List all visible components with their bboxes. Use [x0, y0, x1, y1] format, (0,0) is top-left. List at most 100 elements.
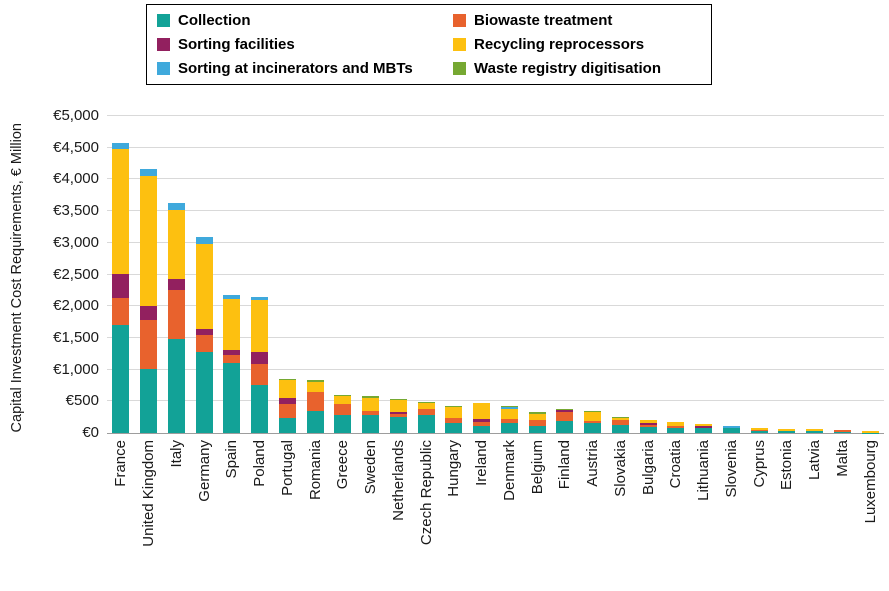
x-label-slot: Luxembourg [856, 440, 884, 588]
bar-segment [389, 412, 407, 415]
bar-malta [833, 430, 851, 433]
bar-segment [667, 427, 685, 433]
legend-swatch-icon [453, 62, 466, 75]
y-tick-label: €1,500 [53, 328, 99, 346]
bar-segment [611, 420, 629, 426]
bar-segment [389, 417, 407, 433]
bar-slot [662, 116, 690, 433]
bar-slot [190, 116, 218, 433]
bar-segment [167, 210, 185, 280]
bar-segment [584, 411, 602, 421]
bar-slot [690, 116, 718, 433]
y-tick-label: €5,000 [53, 107, 99, 124]
x-axis-label: Malta [833, 440, 851, 477]
bar-lithuania [695, 423, 713, 433]
bar-segment [611, 417, 629, 419]
bar-segment [334, 394, 352, 397]
bar-segment [334, 404, 352, 415]
bar-segment [556, 408, 574, 411]
bar-segment [362, 411, 380, 416]
bar-segment [417, 409, 435, 415]
y-tick-label: €1,000 [53, 360, 99, 378]
bar-segment [528, 426, 546, 433]
x-axis-label: Slovakia [611, 440, 629, 497]
bar-segment [195, 335, 213, 352]
bar-segment [639, 423, 657, 426]
x-axis-label: Cyprus [750, 440, 768, 488]
legend-item: Sorting at incinerators and MBTs [157, 60, 453, 77]
x-label-slot: Czech Republic [412, 440, 440, 588]
gridline [107, 178, 884, 180]
bar-segment [695, 427, 713, 433]
bar-segment [278, 379, 296, 399]
bar-segment [140, 368, 158, 433]
x-label-slot: Sweden [357, 440, 385, 588]
bar-segment [473, 426, 491, 433]
bar-segment [278, 398, 296, 404]
bar-united-kingdom [140, 169, 158, 433]
x-axis-label: Netherlands [389, 440, 407, 521]
bar-segment [417, 402, 435, 410]
bar-belgium [528, 412, 546, 433]
bar-segment [251, 296, 269, 301]
x-label-slot: Cyprus [745, 440, 773, 588]
x-label-slot: Greece [329, 440, 357, 588]
bar-segment [473, 402, 491, 419]
bar-segment [195, 244, 213, 330]
bar-segment [445, 406, 463, 408]
bar-segment [417, 401, 435, 403]
gridline [107, 368, 884, 370]
plot-area [107, 115, 884, 434]
bar-segment [500, 409, 518, 420]
bar-segment [500, 419, 518, 423]
x-axis-label: Germany [195, 440, 213, 502]
bar-segment [306, 380, 324, 382]
bar-segment [861, 431, 879, 433]
bar-segment [611, 425, 629, 433]
bar-segment [667, 421, 685, 427]
bar-france [112, 142, 130, 433]
gridline [107, 305, 884, 307]
bar-slot [246, 116, 274, 433]
bar-segment [750, 427, 768, 430]
x-label-slot: Belgium [523, 440, 551, 588]
bar-latvia [806, 429, 824, 433]
x-axis-label: Bulgaria [639, 440, 657, 496]
legend: Collection Biowaste treatment Sorting faci… [146, 4, 712, 85]
bar-segment [140, 176, 158, 307]
bar-segment [140, 306, 158, 321]
bar-segment [167, 202, 185, 211]
legend-item: Waste registry digitisation [453, 60, 703, 77]
bar-segment [584, 423, 602, 433]
x-label-slot: Poland [246, 440, 274, 588]
x-axis-label: Luxembourg [861, 440, 879, 524]
y-tick-label: €3,500 [53, 202, 99, 220]
bar-segment [251, 384, 269, 433]
bar-segment [278, 417, 296, 433]
x-label-slot: Portugal [274, 440, 302, 588]
x-axis-labels: France United Kingdom Italy Germany Spain Pol… [107, 440, 884, 588]
bar-slot [856, 116, 884, 433]
x-label-slot: Latvia [801, 440, 829, 588]
x-axis-label: Czech Republic [417, 440, 435, 546]
bar-segment [639, 425, 657, 427]
bar-segment [445, 422, 463, 433]
bar-segment [695, 423, 713, 427]
bar-segment [556, 410, 574, 413]
bar-slot [801, 116, 829, 433]
x-label-slot: Bulgaria [634, 440, 662, 588]
bar-slot [385, 116, 413, 433]
x-label-slot: Hungary [440, 440, 468, 588]
bar-segment [584, 420, 602, 424]
bar-segment [167, 289, 185, 340]
bar-segment [167, 279, 185, 290]
legend-label: Sorting at incinerators and MBTs [178, 60, 413, 77]
y-tick-label: €500 [65, 392, 99, 410]
bar-slot [773, 116, 801, 433]
bar-slot [523, 116, 551, 433]
legend-label: Collection [178, 12, 251, 29]
x-axis-label: Poland [251, 440, 269, 487]
y-tick-label: €4,500 [53, 138, 99, 156]
bar-segment [473, 418, 491, 422]
bar-segment [445, 418, 463, 423]
